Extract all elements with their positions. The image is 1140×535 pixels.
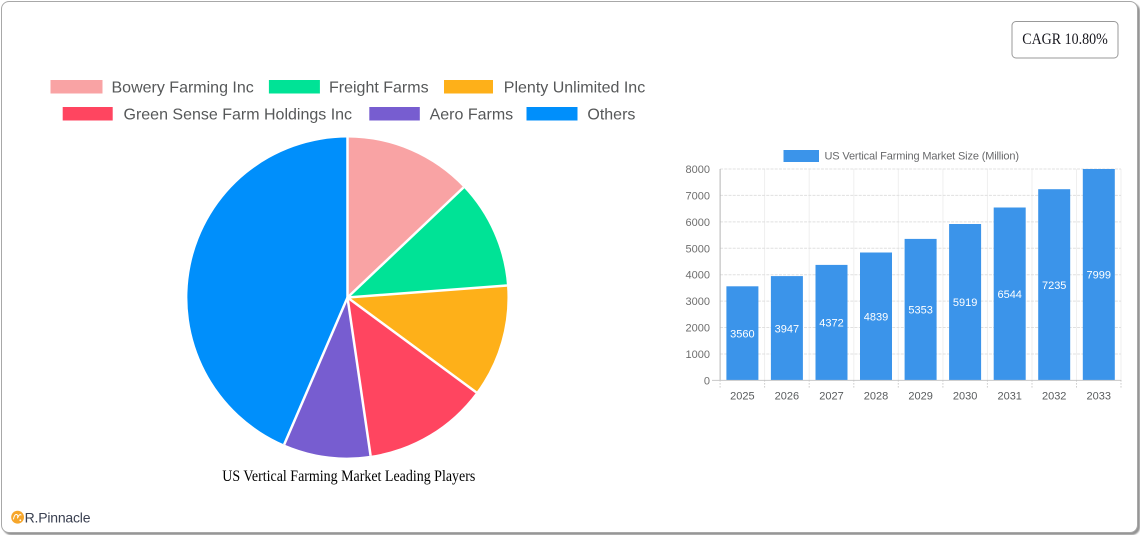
svg-text:3000: 3000 [686,296,710,308]
svg-text:7000: 7000 [686,190,710,202]
svg-text:4000: 4000 [686,270,710,282]
svg-text:2028: 2028 [864,391,888,403]
svg-text:Bowery Farming Inc: Bowery Farming Inc [112,80,254,97]
svg-text:Plenty Unlimited Inc: Plenty Unlimited Inc [504,80,645,97]
svg-text:5000: 5000 [686,243,710,255]
svg-text:Others: Others [587,107,635,124]
svg-text:5353: 5353 [908,305,932,317]
svg-text:6000: 6000 [686,217,710,229]
svg-text:7999: 7999 [1087,270,1111,282]
svg-text:7235: 7235 [1042,280,1066,292]
svg-text:3560: 3560 [730,328,754,340]
svg-text:2030: 2030 [953,391,977,403]
svg-text:4839: 4839 [864,312,888,324]
svg-text:2029: 2029 [908,391,932,403]
svg-text:8000: 8000 [686,164,710,176]
svg-text:Freight Farms: Freight Farms [329,80,429,97]
svg-text:2026: 2026 [775,391,799,403]
svg-text:4372: 4372 [819,318,843,330]
svg-text:Green Sense Farm Holdings Inc: Green Sense Farm Holdings Inc [124,107,353,124]
svg-text:US Vertical Farming Market Siz: US Vertical Farming Market Size (Million… [825,150,1019,162]
svg-text:5919: 5919 [953,297,977,309]
svg-text:1000: 1000 [686,349,710,361]
svg-text:2032: 2032 [1042,391,1066,403]
svg-text:2025: 2025 [730,391,754,403]
svg-text:0: 0 [704,375,710,387]
svg-text:R.Pinnacle: R.Pinnacle [25,509,91,525]
svg-text:2027: 2027 [819,391,843,403]
svg-text:3947: 3947 [775,323,799,335]
svg-text:2033: 2033 [1087,391,1111,403]
svg-text:6544: 6544 [997,289,1021,301]
svg-text:US Vertical Farming Market Lea: US Vertical Farming Market Leading Playe… [222,468,475,485]
svg-text:Aero Farms: Aero Farms [430,107,514,124]
svg-text:CAGR 10.80%: CAGR 10.80% [1022,31,1108,48]
svg-text:2031: 2031 [997,391,1021,403]
svg-text:2000: 2000 [686,323,710,335]
